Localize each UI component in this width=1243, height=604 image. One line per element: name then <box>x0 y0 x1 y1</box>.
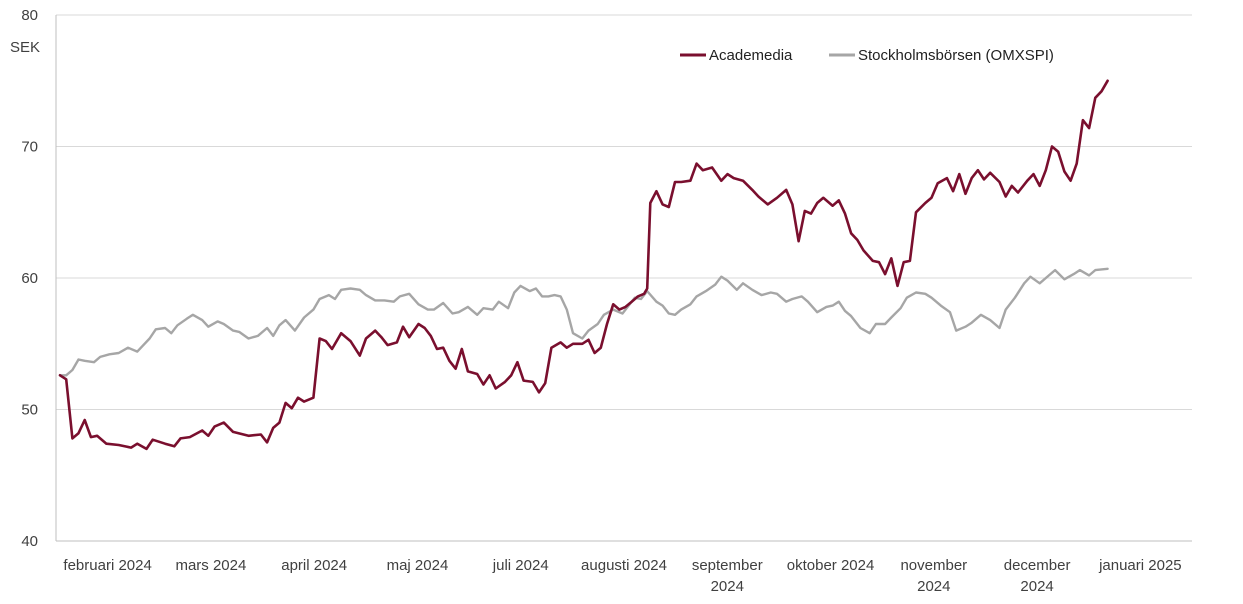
x-tick-label: november 2024 <box>900 557 967 595</box>
series-line-omxspi <box>58 267 1109 377</box>
x-tick-label: december 2024 <box>1004 557 1071 595</box>
legend-label: Stockholmsbörsen (OMXSPI) <box>858 47 1054 64</box>
y-tick-label: 50 <box>21 402 38 419</box>
y-tick-label: 40 <box>21 533 38 550</box>
gridlines <box>56 14 1192 410</box>
x-tick-label: oktober 2024 <box>787 557 875 574</box>
x-tick-label: september 2024 <box>692 557 763 595</box>
y-tick-label: 60 <box>21 270 38 287</box>
y-tick-label: 70 <box>21 139 38 156</box>
x-tick-label: mars 2024 <box>175 557 246 574</box>
series-line-academedia <box>58 79 1109 451</box>
x-tick-label: augusti 2024 <box>581 557 667 574</box>
y-axis-label: SEK <box>10 39 40 56</box>
axes: 40 50 60 70 80 februari 2024 mars 2024 april 20… <box>21 7 1192 595</box>
x-tick-label: februari 2024 <box>63 557 151 574</box>
legend-label: Academedia <box>709 47 793 64</box>
x-tick-label: april 2024 <box>281 557 347 574</box>
x-tick-label: maj 2024 <box>387 557 449 574</box>
x-tick-label: januari 2025 <box>1098 557 1182 574</box>
x-tick-label: juli 2024 <box>492 557 549 574</box>
y-tick-label: 80 <box>21 7 38 24</box>
series-layer <box>58 79 1109 451</box>
legend: Academedia Stockholmsbörsen (OMXSPI) <box>680 47 1054 64</box>
